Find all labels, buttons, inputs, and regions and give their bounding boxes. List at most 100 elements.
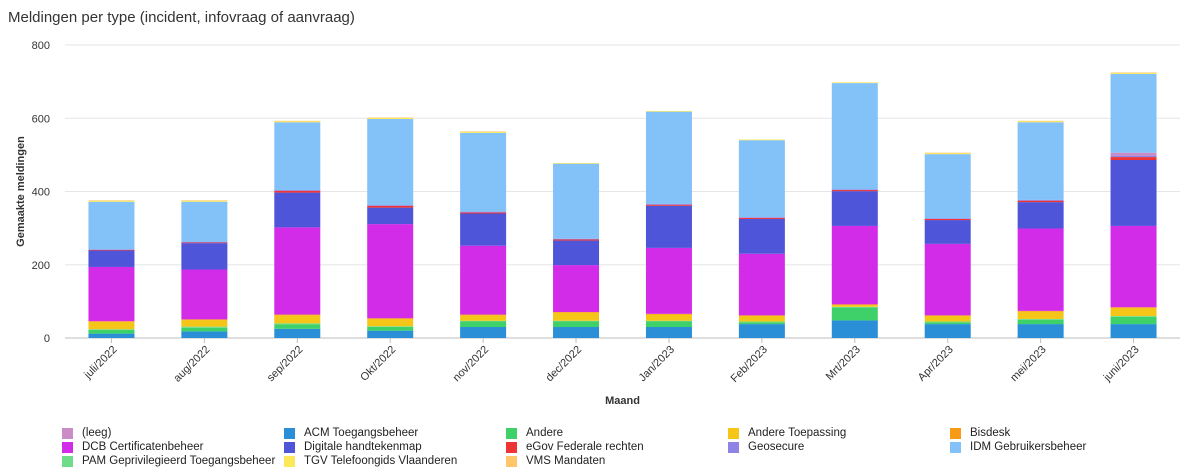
bar-segment[interactable] <box>367 117 414 119</box>
bar-segment[interactable] <box>553 321 600 328</box>
bar-segment[interactable] <box>181 242 228 244</box>
bar-segment[interactable] <box>88 329 135 334</box>
legend-item[interactable]: VMS Mandaten <box>506 454 728 468</box>
bar-segment[interactable] <box>367 224 414 319</box>
bar-segment[interactable] <box>88 321 135 330</box>
bar-segment[interactable] <box>274 323 321 325</box>
legend-item[interactable]: Digitale handtekenmap <box>284 440 506 454</box>
bar-segment[interactable] <box>924 218 971 219</box>
bar-segment[interactable] <box>924 243 971 316</box>
bar-segment[interactable] <box>274 314 321 316</box>
bar-segment[interactable] <box>367 318 414 319</box>
bar-segment[interactable] <box>924 220 971 244</box>
bar-segment[interactable] <box>181 326 228 328</box>
bar-segment[interactable] <box>1110 157 1157 161</box>
bar-segment[interactable] <box>460 245 507 315</box>
bar-segment[interactable] <box>645 205 692 248</box>
bar-segment[interactable] <box>738 140 785 218</box>
bar-segment[interactable] <box>460 131 507 133</box>
bar-segment[interactable] <box>924 152 971 154</box>
legend-item[interactable]: (leeg) <box>62 426 284 440</box>
bar-segment[interactable] <box>1110 307 1157 317</box>
bar-segment[interactable] <box>274 324 321 329</box>
bar-segment[interactable] <box>181 319 228 321</box>
bar-segment[interactable] <box>460 212 507 214</box>
bar-segment[interactable] <box>460 314 507 316</box>
bar-segment[interactable] <box>1017 199 1064 201</box>
bar-segment[interactable] <box>1017 200 1064 203</box>
bar-segment[interactable] <box>1017 120 1064 122</box>
bar-segment[interactable] <box>1017 121 1064 123</box>
bar-segment[interactable] <box>460 211 507 213</box>
bar-segment[interactable] <box>738 324 785 338</box>
bar-segment[interactable] <box>1110 307 1157 308</box>
bar-segment[interactable] <box>367 117 414 119</box>
legend-item[interactable]: Andere <box>506 426 728 440</box>
bar-segment[interactable] <box>831 82 878 84</box>
bar-segment[interactable] <box>645 313 692 315</box>
bar-segment[interactable] <box>367 205 414 208</box>
bar-segment[interactable] <box>1110 225 1157 308</box>
bar-segment[interactable] <box>924 316 971 322</box>
bar-segment[interactable] <box>553 320 600 322</box>
bar-segment[interactable] <box>831 191 878 226</box>
legend-item[interactable]: PAM Geprivilegieerd Toegangsbeheer <box>62 454 284 468</box>
bar-segment[interactable] <box>88 250 135 267</box>
bar-segment[interactable] <box>553 312 600 321</box>
bar-segment[interactable] <box>274 190 321 193</box>
bar-segment[interactable] <box>831 83 878 190</box>
bar-segment[interactable] <box>181 269 228 320</box>
bar-segment[interactable] <box>181 243 228 270</box>
bar-segment[interactable] <box>831 305 878 307</box>
bar-segment[interactable] <box>1110 324 1157 338</box>
bar-segment[interactable] <box>553 311 600 313</box>
bar-segment[interactable] <box>274 192 321 228</box>
legend-item[interactable]: Andere Toepassing <box>728 426 950 440</box>
bar-segment[interactable] <box>88 200 135 202</box>
bar-segment[interactable] <box>88 266 135 322</box>
bar-segment[interactable] <box>645 110 692 112</box>
legend-item[interactable]: eGov Federale rechten <box>506 440 728 454</box>
bar-segment[interactable] <box>460 315 507 321</box>
bar-segment[interactable] <box>831 225 878 305</box>
bar-segment[interactable] <box>1017 310 1064 312</box>
bar-segment[interactable] <box>181 331 228 338</box>
legend-item[interactable]: DCB Certificatenbeheer <box>62 440 284 454</box>
bar-segment[interactable] <box>1110 155 1157 158</box>
bar-segment[interactable] <box>460 321 507 328</box>
bar-segment[interactable] <box>645 203 692 205</box>
bar-segment[interactable] <box>460 131 507 132</box>
bar-segment[interactable] <box>738 253 785 316</box>
bar-segment[interactable] <box>1017 311 1064 319</box>
bar-segment[interactable] <box>367 327 414 331</box>
bar-segment[interactable] <box>645 314 692 321</box>
bar-segment[interactable] <box>645 247 692 314</box>
bar-segment[interactable] <box>924 324 971 338</box>
bar-segment[interactable] <box>738 139 785 141</box>
bar-segment[interactable] <box>1110 160 1157 226</box>
bar-segment[interactable] <box>553 238 600 240</box>
bar-segment[interactable] <box>645 111 692 204</box>
bar-segment[interactable] <box>738 321 785 323</box>
bar-segment[interactable] <box>181 327 228 332</box>
bar-segment[interactable] <box>738 217 785 219</box>
bar-segment[interactable] <box>924 315 971 317</box>
bar-segment[interactable] <box>645 321 692 328</box>
bar-segment[interactable] <box>1017 202 1064 229</box>
bar-segment[interactable] <box>1110 73 1157 153</box>
bar-segment[interactable] <box>88 249 135 250</box>
bar-segment[interactable] <box>367 207 414 225</box>
bar-segment[interactable] <box>831 190 878 192</box>
bar-segment[interactable] <box>738 217 785 218</box>
bar-segment[interactable] <box>645 327 692 338</box>
legend-item[interactable]: ACM Toegangsbeheer <box>284 426 506 440</box>
bar-segment[interactable] <box>738 218 785 254</box>
bar-segment[interactable] <box>831 304 878 306</box>
bar-segment[interactable] <box>1017 319 1064 325</box>
bar-segment[interactable] <box>460 320 507 322</box>
bar-segment[interactable] <box>367 205 414 206</box>
bar-segment[interactable] <box>553 162 600 164</box>
bar-segment[interactable] <box>553 240 600 266</box>
bar-segment[interactable] <box>1110 316 1157 317</box>
bar-segment[interactable] <box>274 190 321 191</box>
